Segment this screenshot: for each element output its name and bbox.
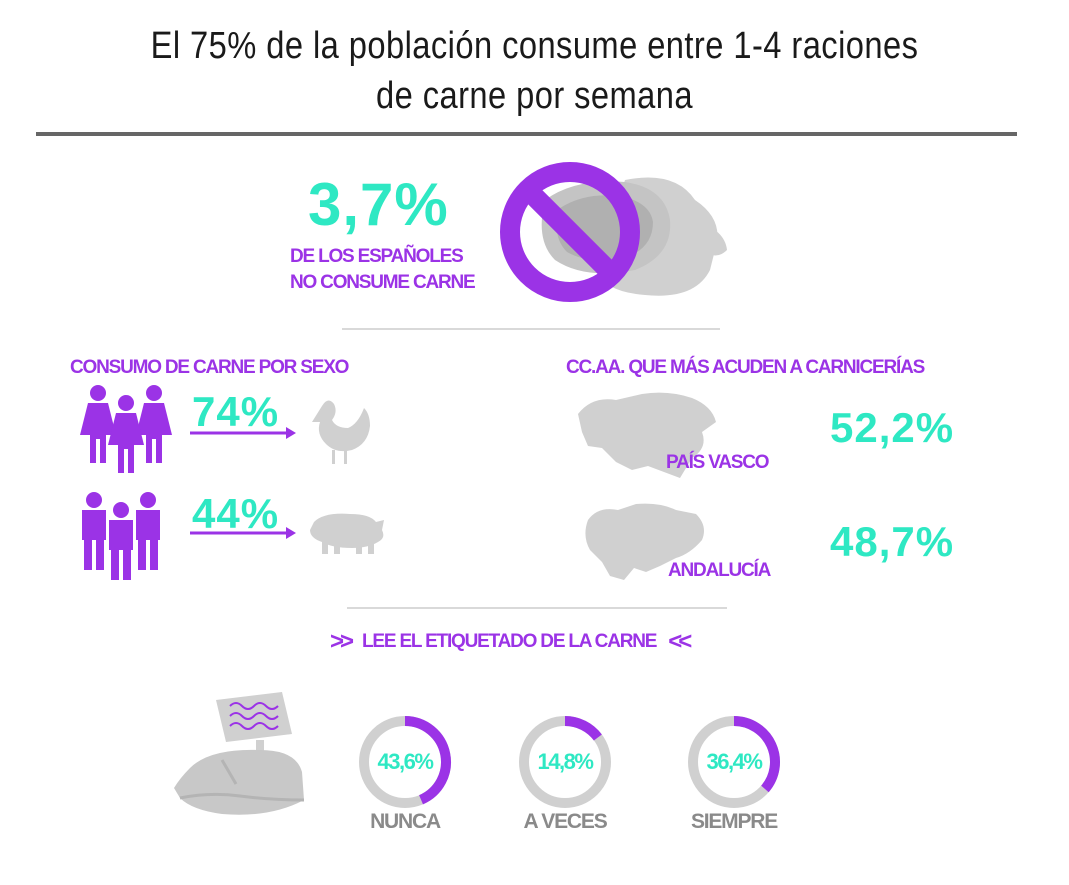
no-meat-icon [495, 160, 745, 310]
double-chevron-right-icon: >> [330, 628, 354, 655]
donut-chart-siempre [688, 716, 780, 808]
title-divider [36, 132, 1017, 136]
sex-heading: CONSUMO DE CARNE POR SEXO [70, 357, 349, 378]
no-meat-value: 3,7% [308, 171, 449, 238]
no-meat-label-1: DE LOS ESPAÑOLES [290, 246, 464, 267]
page-title-line-2: de carne por semana [375, 75, 693, 117]
andalucia-map [580, 500, 710, 584]
donut-arc-nunca [404, 716, 451, 805]
men-value: 44% [192, 490, 280, 537]
region-name-1: ANDALUCÍA [668, 560, 771, 581]
donut-label-a-veces: A VECES [523, 810, 607, 833]
donut-a-veces: 14,8% [515, 712, 615, 812]
donut-value-a-veces: 14,8% [537, 749, 594, 774]
donut-siempre: 36,4% [684, 712, 784, 812]
labeling-heading-row: >> LEE EL ETIQUETADO DE LA CARNE << [330, 628, 692, 656]
pig-icon [304, 508, 388, 558]
donut-value-nunca: 43,6% [377, 749, 434, 774]
section-divider-2 [347, 607, 727, 609]
region-name-0: PAÍS VASCO [666, 452, 770, 473]
women-arrow [190, 425, 300, 441]
donut-label-nunca: NUNCA [370, 810, 441, 833]
women-icon [78, 383, 174, 475]
section-divider-1 [342, 328, 720, 330]
no-meat-label-2: NO CONSUME CARNE [290, 272, 476, 293]
men-icon [78, 490, 164, 582]
labeling-heading: LEE EL ETIQUETADO DE LA CARNE [362, 631, 657, 652]
region-value-1: 48,7% [830, 518, 955, 565]
donut-value-siempre: 36,4% [706, 749, 763, 774]
donut-label-siempre: SIEMPRE [690, 810, 778, 833]
double-chevron-left-icon: << [668, 628, 692, 655]
men-arrow [190, 525, 300, 541]
chicken-icon [308, 394, 374, 468]
donut-arc-a-veces [564, 716, 602, 741]
donut-chart-nunca [359, 716, 451, 808]
donut-arc-siempre [733, 716, 780, 793]
regions-heading: CC.AA. QUE MÁS ACUDEN A CARNICERÍAS [566, 357, 925, 378]
pais-vasco-map [572, 388, 722, 484]
donut-chart-a-veces [519, 716, 611, 808]
donut-nunca: 43,6% [355, 712, 455, 812]
women-value: 74% [192, 388, 280, 435]
region-value-0: 52,2% [830, 404, 955, 451]
labeled-meat-icon [170, 688, 320, 828]
page-title-line-1: El 75% de la población consume entre 1-4… [150, 25, 919, 67]
